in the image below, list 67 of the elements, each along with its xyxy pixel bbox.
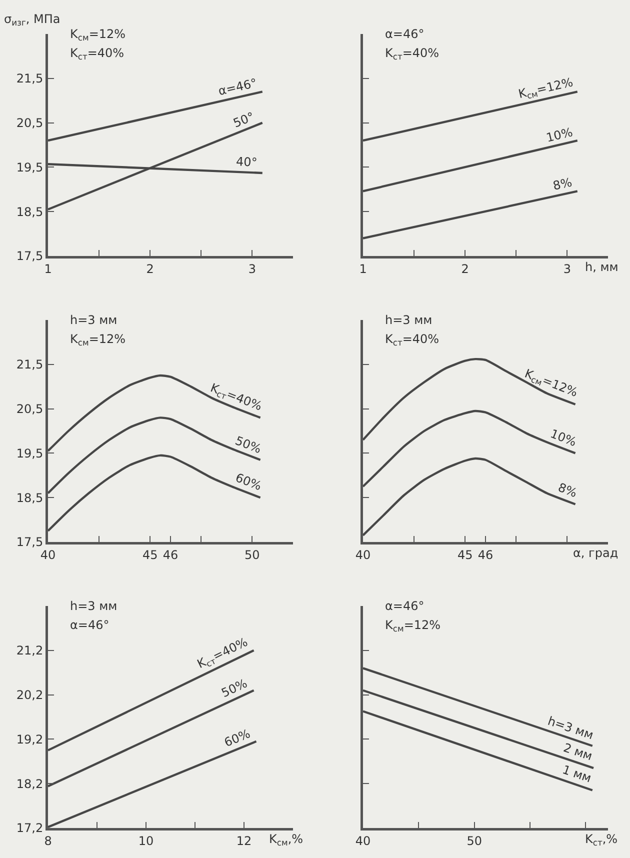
y-tick-label: 17,5 [16, 249, 44, 264]
text: 1 мм [560, 762, 594, 786]
x-tick-label: 50 [466, 834, 482, 848]
text: 60% [234, 470, 264, 494]
x-tick-label: 2 [146, 262, 154, 276]
x-tick-label: 40 [40, 548, 56, 562]
text: 60% [222, 726, 252, 750]
text: 8% [552, 175, 574, 193]
y-tick-label: 17,2 [16, 821, 44, 836]
text: 2 мм [562, 740, 594, 764]
x-tick-label: 10 [138, 834, 154, 848]
annotation: α=46° [385, 27, 424, 41]
x-tick-label: 46 [162, 548, 178, 562]
annotation: α=46° [385, 599, 424, 613]
y-tick-label: 21,5 [16, 72, 44, 86]
y-tick-label: 20,2 [16, 688, 44, 702]
text: 50% [233, 433, 264, 456]
x-tick-label: 45 [457, 548, 473, 562]
text: 50° [231, 109, 256, 130]
y-tick-label: 18,5 [16, 490, 44, 505]
text: 10% [544, 125, 574, 145]
y-tick-label: 18,5 [16, 204, 44, 219]
y-tick-label: 20,5 [16, 116, 44, 130]
line-series [48, 416, 262, 494]
annotation: h=3 мм [385, 313, 432, 327]
annotation: α=46° [70, 618, 110, 632]
x-tick-label: 40 [355, 834, 371, 848]
x-axis-title: α, град [573, 546, 618, 560]
x-tick-label: 46 [478, 548, 494, 562]
x-axis-title: K$_{ст}$,% [585, 832, 618, 848]
x-tick-label: 3 [563, 262, 571, 276]
annotation: K$_{ст}$=40% [385, 46, 440, 62]
x-tick-label: 1 [44, 262, 52, 276]
y-tick-label: 19,2 [16, 732, 44, 746]
x-tick-label: 1 [359, 262, 367, 276]
annotation: h=3 мм [70, 313, 118, 327]
annotation: K$_{ст}$=40% [70, 46, 124, 62]
annotation: K$_{см}$=12% [385, 618, 441, 634]
annotation: K$_{ст}$=40% [385, 332, 440, 348]
x-tick-label: 8 [44, 834, 52, 848]
y-tick-label: 19,5 [16, 446, 44, 460]
x-tick-label: 3 [248, 262, 256, 276]
x-tick-label: 45 [142, 548, 158, 562]
line-series [48, 454, 262, 532]
y-tick-label: 19,5 [16, 160, 44, 174]
text: α=46° [216, 76, 258, 98]
y-tick-label: 21,2 [16, 644, 44, 658]
x-tick-label: 40 [355, 548, 371, 562]
annotation: h=3 мм [70, 599, 118, 613]
x-tick-label: 50 [244, 548, 260, 562]
x-tick-label: 2 [461, 262, 469, 276]
text: 10% [548, 426, 578, 450]
x-tick-label: 12 [236, 834, 252, 848]
y-axis-title: σ$_{изг}$, МПа [4, 12, 60, 28]
annotation: K$_{см}$=12% [70, 332, 126, 348]
y-tick-label: 20,5 [16, 402, 44, 416]
text: 50% [219, 676, 250, 700]
y-tick-label: 18,2 [16, 776, 44, 791]
text: h=3 мм [546, 714, 596, 742]
y-tick-label: 17,5 [16, 535, 44, 550]
x-axis-title: h, мм [585, 260, 618, 274]
annotation: K$_{см}$=12% [70, 27, 126, 43]
x-axis-title: K$_{см}$,% [269, 832, 304, 848]
line-series [48, 374, 262, 452]
series-label: 40° [236, 154, 258, 170]
y-tick-label: 21,5 [16, 358, 44, 372]
text: 8% [556, 480, 580, 500]
